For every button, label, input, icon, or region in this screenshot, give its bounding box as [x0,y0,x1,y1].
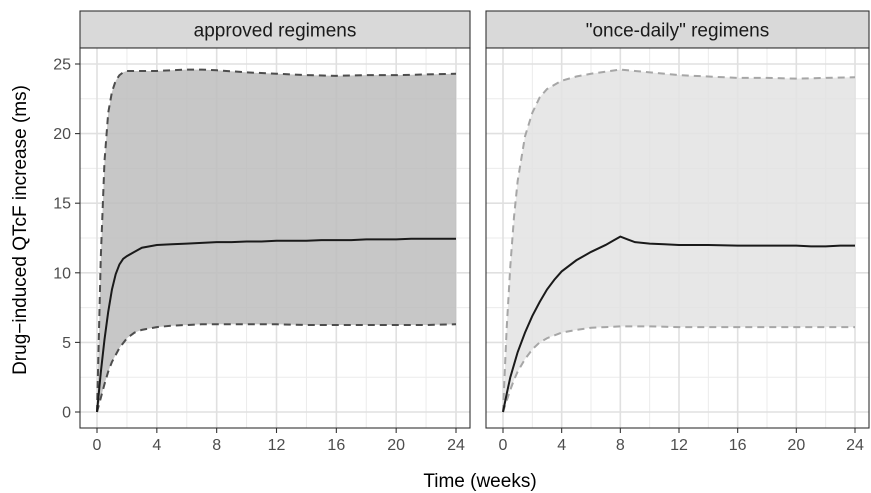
lower-bound-line [96,323,457,413]
panel-1: approved regimens 0 4 8 12 16 20 24 0 5 10 15 20 25 [53,10,471,454]
panel-border [79,47,471,429]
strip-background [485,10,870,49]
lower-bound-line [502,325,855,413]
panel-2: "once-daily" regimens 0 4 8 12 16 20 24 [485,10,870,454]
x-tick-label: 24 [846,437,864,454]
ribbon-area [503,69,855,412]
y-tick-label: 25 [53,57,71,74]
x-tick-label: 12 [670,437,688,454]
upper-bound-line [502,68,856,413]
median-line [502,235,855,413]
y-tick-label: 0 [62,405,71,422]
median-line [96,237,456,413]
x-tick-label: 20 [787,437,805,454]
y-tick-label: 15 [53,196,71,213]
x-tick-label: 0 [499,437,508,454]
x-tick-label: 16 [327,437,345,454]
x-tick-label: 4 [557,437,566,454]
upper-bound-line [96,68,457,413]
x-tick-label: 0 [93,437,102,454]
strip-label: "once-daily" regimens [586,21,770,42]
x-tick-label: 16 [729,437,747,454]
x-tick-label: 24 [447,437,465,454]
y-tick-label: 10 [53,265,71,282]
y-tick-label: 20 [53,126,71,143]
x-axis-title: Time (weeks) [423,471,536,492]
y-axis-title: Drug−induced QTcF increase (ms) [10,85,31,375]
x-tick-label: 20 [387,437,405,454]
strip-label: approved regimens [194,21,357,42]
x-tick-label: 4 [152,437,161,454]
x-tick-label: 8 [212,437,221,454]
x-tick-label: 12 [268,437,286,454]
x-tick-label: 8 [616,437,625,454]
strip-background [79,10,471,49]
panel-border [485,47,870,429]
y-tick-label: 5 [62,335,71,352]
